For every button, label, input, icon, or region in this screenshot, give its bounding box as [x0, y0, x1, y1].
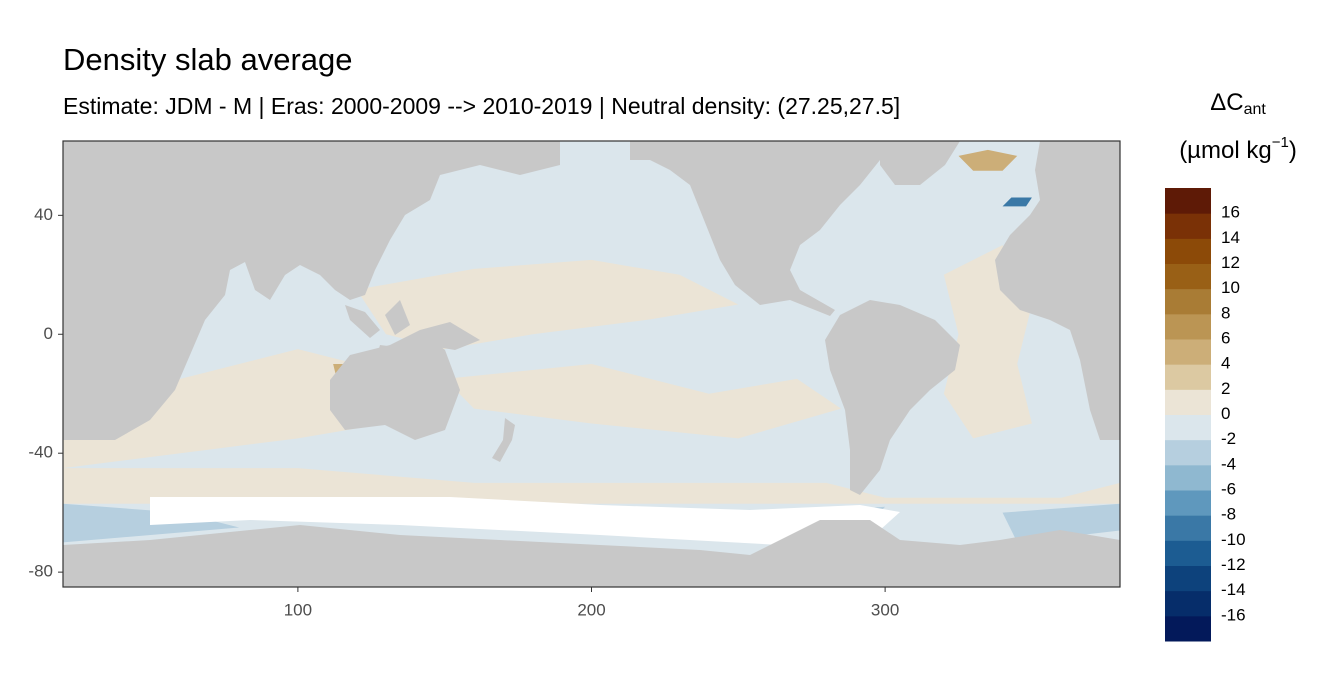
colorbar-bin [1165, 313, 1211, 340]
legend-label: 14 [1221, 228, 1240, 247]
land-greenland [880, 141, 960, 185]
no-data-ice [150, 497, 900, 545]
field-patch [1002, 503, 1120, 543]
land-new-zealand [492, 418, 515, 462]
colorbar-bin [1165, 213, 1211, 239]
legend-label: 16 [1221, 203, 1240, 222]
colorbar-bin [1165, 515, 1211, 541]
field-patch [1002, 197, 1032, 207]
legend-label: 12 [1221, 253, 1240, 272]
colorbar-bin [1165, 238, 1211, 264]
legend-label: -4 [1221, 454, 1236, 473]
colorbar-bin [1165, 565, 1211, 592]
chart-subtitle: Estimate: JDM - M | Eras: 2000-2009 --> … [63, 93, 900, 119]
land-europe-west-africa [995, 141, 1120, 440]
legend-label: -12 [1221, 555, 1246, 574]
legend-label: 10 [1221, 278, 1240, 297]
x-tick-label: 200 [577, 600, 605, 619]
colorbar-bin [1165, 590, 1211, 617]
colorbar-bin [1165, 364, 1211, 390]
land-eurasia-africa [63, 141, 560, 440]
legend-unit-main: (µmol kg [1179, 137, 1272, 164]
legend-label: -8 [1221, 505, 1236, 524]
field-patch [63, 468, 1120, 504]
legend-unit: (µmol kg−1) [1179, 134, 1297, 164]
chart-title: Density slab average [63, 42, 353, 77]
field-patch [63, 349, 386, 469]
legend-label: -10 [1221, 530, 1246, 549]
land-north-america [630, 141, 880, 316]
field-patch [444, 364, 842, 439]
land-south-america [825, 300, 960, 495]
legend-label: 0 [1221, 404, 1230, 423]
field-patch [958, 149, 1018, 171]
colorbar-bin [1165, 389, 1211, 415]
legend-label: 2 [1221, 379, 1230, 398]
land-antarctica [63, 520, 1120, 587]
legend-label: 8 [1221, 303, 1230, 322]
colorbar-bin [1165, 615, 1211, 642]
x-tick-label: 100 [284, 600, 312, 619]
colorbar-bin [1165, 464, 1211, 491]
colorbar-bin [1165, 490, 1211, 516]
land [63, 141, 1120, 587]
legend-label: -6 [1221, 479, 1236, 498]
legend-label: -2 [1221, 429, 1236, 448]
x-tick-label: 300 [871, 600, 899, 619]
legend-title: ΔCant [1210, 89, 1266, 118]
colorbar-bin [1165, 439, 1211, 466]
legend-title-sub: ant [1244, 101, 1267, 118]
legend-label: 4 [1221, 354, 1230, 373]
y-tick-label: 0 [44, 324, 53, 343]
y-tick-label: 40 [34, 205, 53, 224]
land-indonesia [345, 300, 480, 356]
colorbar-bin [1165, 339, 1211, 365]
legend-title-main: ΔC [1210, 89, 1243, 116]
legend-label: -14 [1221, 580, 1246, 599]
colorbar-bin [1165, 188, 1211, 214]
y-tick-label: -40 [28, 443, 53, 462]
legend-unit-sup: −1 [1272, 134, 1289, 151]
legend-label: 6 [1221, 328, 1230, 347]
colorbar-bin [1165, 288, 1211, 315]
colorbar-bin [1165, 540, 1211, 566]
land-australia [330, 330, 460, 440]
colorbar-bin [1165, 414, 1211, 441]
y-tick-label: -80 [28, 562, 53, 581]
legend-unit-end: ) [1289, 137, 1297, 164]
legend-label: -16 [1221, 605, 1246, 624]
legend: 16 14 12 10 8 6 4 2 0 -2 -4 -6 -8 -10 -12 -14 -16 [1165, 188, 1246, 642]
colorbar-bin [1165, 263, 1211, 290]
